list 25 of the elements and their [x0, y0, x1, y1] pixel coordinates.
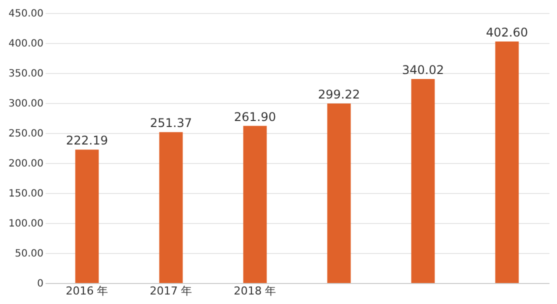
- y-tick-label: 0: [37, 278, 44, 290]
- data-label: 402.60: [486, 25, 528, 40]
- y-tick-label: 150.00: [8, 188, 44, 200]
- bar: [411, 78, 435, 283]
- x-tick-label: 2018 年: [234, 284, 276, 298]
- data-label: 299.22: [318, 87, 360, 102]
- x-tick-label: 2017 年: [150, 284, 192, 298]
- y-tick-label: 300.00: [8, 98, 44, 110]
- bar: [75, 150, 99, 283]
- y-tick-label: 450.00: [8, 8, 44, 20]
- y-tick-label: 50.00: [14, 248, 44, 260]
- y-tick-label: 200.00: [8, 158, 44, 170]
- bar: [327, 103, 351, 283]
- bar: [243, 126, 267, 283]
- y-tick-label: 250.00: [8, 128, 44, 140]
- x-tick-label: 2016 年: [66, 284, 108, 298]
- bar: [159, 132, 183, 283]
- bar: [495, 41, 519, 283]
- data-label: 261.90: [234, 110, 276, 124]
- y-tick-label: 400.00: [8, 38, 44, 50]
- y-tick-label: 350.00: [8, 68, 44, 80]
- data-label: 340.02: [402, 62, 444, 77]
- y-tick-label: 100.00: [8, 218, 44, 230]
- data-label: 251.37: [150, 116, 192, 130]
- data-label: 222.19: [66, 134, 108, 148]
